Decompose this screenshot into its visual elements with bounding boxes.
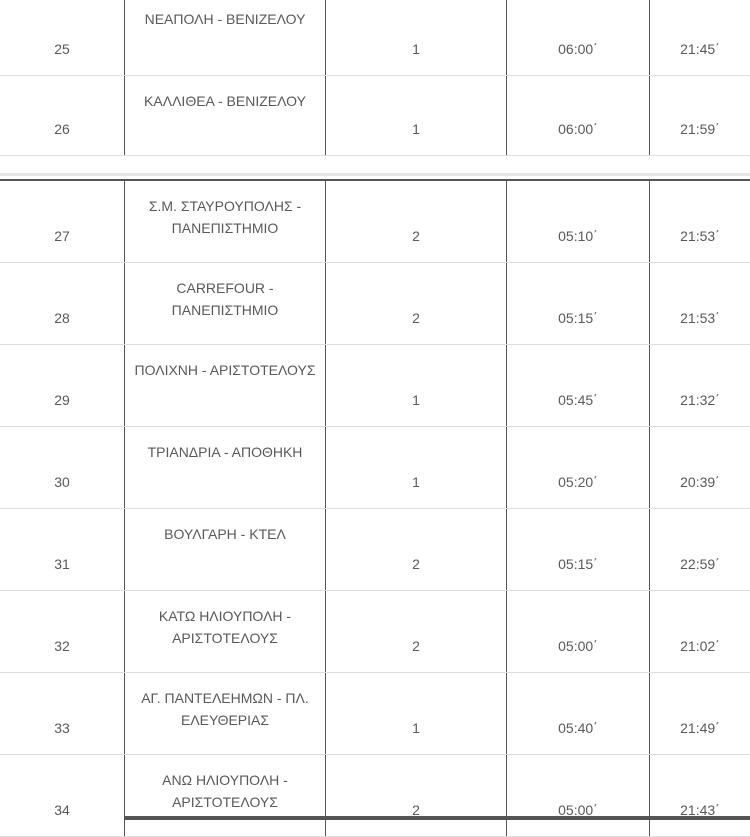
table-row: 28 CARREFOUR - ΠΑΝΕΠΙΣΤΗΜΙΟ 2 05:15΄ 21:…: [0, 263, 750, 345]
route-count: 1: [325, 345, 506, 426]
route-number: 32: [54, 638, 70, 654]
route-last-departure: 21:45΄: [649, 0, 750, 75]
route-first-departure: 05:15΄: [506, 509, 649, 590]
route-count: 2: [325, 591, 506, 672]
route-number: 34: [54, 802, 70, 818]
route-number: 25: [54, 41, 70, 57]
route-count: 2: [325, 755, 506, 836]
route-last-departure: 21:53΄: [649, 181, 750, 262]
route-number: 27: [54, 228, 70, 244]
table-row: 34 ΑΝΩ ΗΛΙΟΥΠΟΛΗ - ΑΡΙΣΤΟΤΕΛΟΥΣ 2 05:00΄…: [0, 755, 750, 837]
route-first-departure: 05:40΄: [506, 673, 649, 754]
route-last-departure: 20:39΄: [649, 427, 750, 508]
route-last-departure: 21:53΄: [649, 263, 750, 344]
route-first-departure: 05:00΄: [506, 591, 649, 672]
table-row: 30 ΤΡΙΑΝΔΡΙΑ - ΑΠΟΘΗΚΗ 1 05:20΄ 20:39΄: [0, 427, 750, 509]
route-count: 1: [325, 673, 506, 754]
route-first-departure: 06:00΄: [506, 76, 649, 155]
route-first-departure: 05:15΄: [506, 263, 649, 344]
route-count: 2: [325, 509, 506, 590]
schedule-table-section-1: 25 ΝΕΑΠΟΛΗ - ΒΕΝΙΖΕΛΟΥ 1 06:00΄ 21:45΄ 2…: [0, 0, 750, 156]
route-last-departure: 21:59΄: [649, 76, 750, 155]
route-count: 1: [325, 0, 506, 75]
table-row: 31 ΒΟΥΛΓΑΡΗ - ΚΤΕΛ 2 05:15΄ 22:59΄: [0, 509, 750, 591]
route-name: ΒΟΥΛΓΑΡΗ - ΚΤΕΛ: [124, 509, 325, 590]
table-row: 32 ΚΑΤΩ ΗΛΙΟΥΠΟΛΗ - ΑΡΙΣΤΟΤΕΛΟΥΣ 2 05:00…: [0, 591, 750, 673]
table-row: 33 ΑΓ. ΠΑΝΤΕΛΕΗΜΩΝ - ΠΛ. ΕΛΕΥΘΕΡΙΑΣ 1 05…: [0, 673, 750, 755]
route-last-departure: 21:49΄: [649, 673, 750, 754]
route-number: 29: [54, 392, 70, 408]
route-name: ΚΑΛΛΙΘΕΑ - ΒΕΝΙΖΕΛΟΥ: [124, 76, 325, 155]
route-count: 2: [325, 263, 506, 344]
route-first-departure: 05:00΄: [506, 755, 649, 836]
route-name: ΑΝΩ ΗΛΙΟΥΠΟΛΗ - ΑΡΙΣΤΟΤΕΛΟΥΣ: [124, 755, 325, 836]
route-number: 33: [54, 720, 70, 736]
route-last-departure: 21:43΄: [649, 755, 750, 836]
route-count: 1: [325, 427, 506, 508]
route-name: CARREFOUR - ΠΑΝΕΠΙΣΤΗΜΙΟ: [124, 263, 325, 344]
section-divider: [0, 173, 750, 176]
route-last-departure: 22:59΄: [649, 509, 750, 590]
route-name: Σ.Μ. ΣΤΑΥΡΟΥΠΟΛΗΣ - ΠΑΝΕΠΙΣΤΗΜΙΟ: [124, 181, 325, 262]
route-number: 31: [54, 556, 70, 572]
route-name: ΤΡΙΑΝΔΡΙΑ - ΑΠΟΘΗΚΗ: [124, 427, 325, 508]
table-row: 27 Σ.Μ. ΣΤΑΥΡΟΥΠΟΛΗΣ - ΠΑΝΕΠΙΣΤΗΜΙΟ 2 05…: [0, 181, 750, 263]
route-name: ΝΕΑΠΟΛΗ - ΒΕΝΙΖΕΛΟΥ: [124, 0, 325, 75]
route-count: 1: [325, 76, 506, 155]
table-row: 25 ΝΕΑΠΟΛΗ - ΒΕΝΙΖΕΛΟΥ 1 06:00΄ 21:45΄: [0, 0, 750, 76]
route-number: 30: [54, 474, 70, 490]
route-first-departure: 05:45΄: [506, 345, 649, 426]
cutoff-next-section-bar: [124, 816, 750, 820]
table-row: 29 ΠΟΛΙΧΝΗ - ΑΡΙΣΤΟΤΕΛΟΥΣ 1 05:45΄ 21:32…: [0, 345, 750, 427]
route-first-departure: 06:00΄: [506, 0, 649, 75]
schedule-table-section-2: 27 Σ.Μ. ΣΤΑΥΡΟΥΠΟΛΗΣ - ΠΑΝΕΠΙΣΤΗΜΙΟ 2 05…: [0, 179, 750, 837]
route-count: 2: [325, 181, 506, 262]
route-first-departure: 05:10΄: [506, 181, 649, 262]
table-row: 26 ΚΑΛΛΙΘΕΑ - ΒΕΝΙΖΕΛΟΥ 1 06:00΄ 21:59΄: [0, 76, 750, 156]
route-name: ΑΓ. ΠΑΝΤΕΛΕΗΜΩΝ - ΠΛ. ΕΛΕΥΘΕΡΙΑΣ: [124, 673, 325, 754]
route-last-departure: 21:02΄: [649, 591, 750, 672]
route-name: ΚΑΤΩ ΗΛΙΟΥΠΟΛΗ - ΑΡΙΣΤΟΤΕΛΟΥΣ: [124, 591, 325, 672]
route-last-departure: 21:32΄: [649, 345, 750, 426]
route-number: 28: [54, 310, 70, 326]
route-name: ΠΟΛΙΧΝΗ - ΑΡΙΣΤΟΤΕΛΟΥΣ: [124, 345, 325, 426]
route-first-departure: 05:20΄: [506, 427, 649, 508]
route-number: 26: [54, 121, 70, 137]
